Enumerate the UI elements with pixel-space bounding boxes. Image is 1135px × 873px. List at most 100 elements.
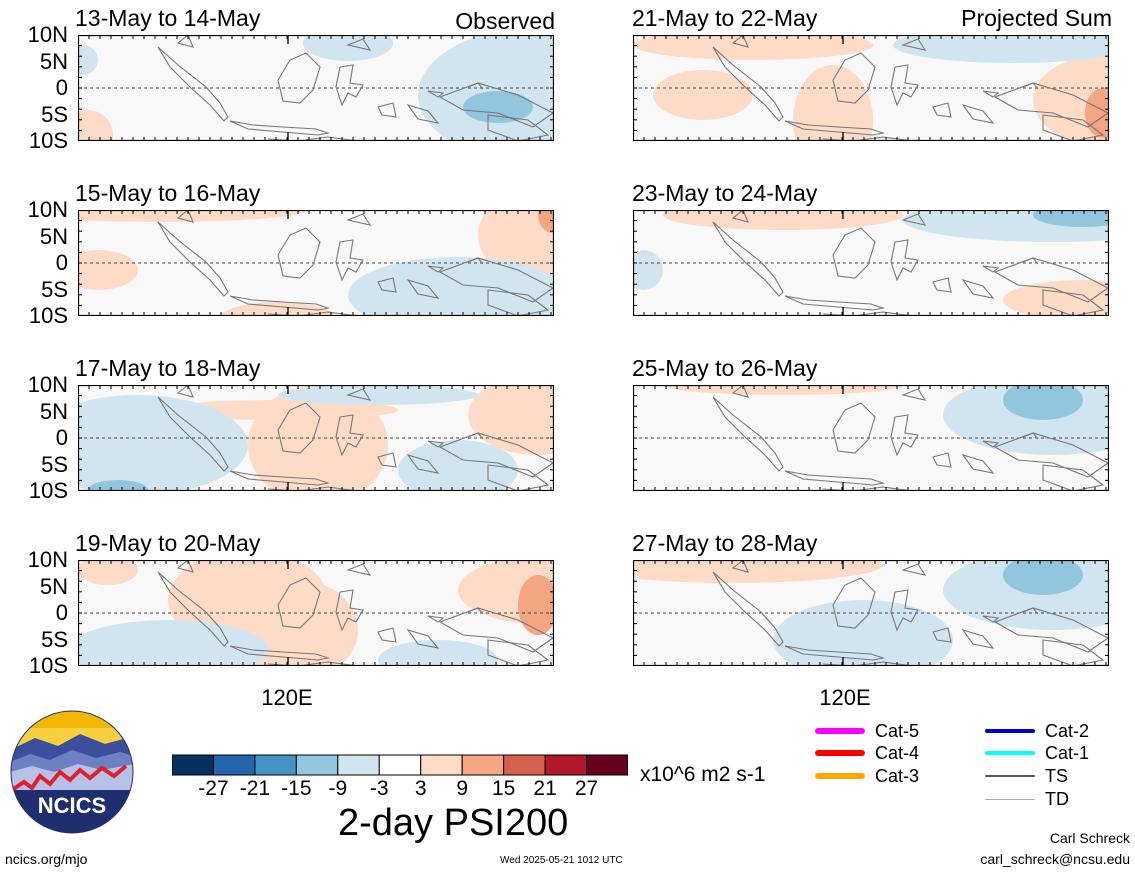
coastline bbox=[438, 432, 554, 478]
lat-label: 5S bbox=[41, 626, 68, 652]
coastline bbox=[961, 629, 995, 649]
coastline bbox=[982, 440, 1000, 448]
coastline bbox=[467, 432, 484, 440]
observed-label: Observed bbox=[455, 8, 555, 34]
coastline bbox=[1042, 114, 1105, 141]
coastline bbox=[335, 589, 364, 632]
coastline bbox=[712, 396, 784, 472]
legend-swatch bbox=[985, 798, 1035, 800]
legend-label: Cat-1 bbox=[1045, 743, 1090, 763]
coastline bbox=[712, 571, 784, 647]
lat-label: 10N bbox=[27, 372, 68, 397]
anomaly-contour bbox=[633, 560, 883, 583]
ncics-logo: NCICS bbox=[10, 710, 134, 834]
legend-label: Cat-2 bbox=[1045, 721, 1090, 741]
timestamp: Wed 2025-05-21 1012 UTC bbox=[500, 855, 623, 866]
coastline bbox=[176, 210, 194, 223]
coastline bbox=[427, 90, 445, 98]
panel-title: 13-May to 14-May bbox=[75, 5, 261, 31]
coastline bbox=[1042, 464, 1105, 491]
svg-text:NCICS: NCICS bbox=[38, 793, 106, 818]
coastline bbox=[993, 82, 1109, 128]
coastline bbox=[377, 452, 397, 468]
anomaly-contour bbox=[78, 110, 113, 141]
legend-swatch bbox=[815, 728, 865, 734]
anomaly-contour bbox=[793, 65, 873, 141]
anomaly-contour bbox=[378, 640, 498, 666]
coastline bbox=[335, 414, 364, 457]
coastline bbox=[1042, 639, 1105, 666]
coastline bbox=[932, 102, 952, 118]
lat-label: 5N bbox=[39, 48, 68, 74]
colorbar-segment bbox=[420, 754, 463, 776]
coastline bbox=[1022, 82, 1039, 90]
map-panel bbox=[633, 35, 1109, 141]
map-panel bbox=[633, 385, 1109, 491]
map-panel bbox=[78, 560, 554, 666]
colorbar bbox=[172, 754, 628, 776]
legend-label: Cat-4 bbox=[875, 743, 920, 763]
panel-title: 19-May to 20-May bbox=[75, 530, 261, 556]
coastline bbox=[427, 440, 445, 448]
lat-label: 5S bbox=[41, 276, 68, 302]
lat-label: 0 bbox=[55, 75, 68, 100]
coastline bbox=[277, 577, 321, 629]
colorbar-segment bbox=[172, 754, 214, 776]
coastline bbox=[229, 645, 331, 661]
panel-title: 17-May to 18-May bbox=[75, 355, 261, 381]
coastline bbox=[467, 82, 484, 90]
website-link[interactable]: ncics.org/mjo bbox=[5, 851, 88, 867]
panel-title: 21-May to 22-May bbox=[632, 5, 818, 31]
anomaly-contour bbox=[278, 385, 478, 405]
lat-label: 5S bbox=[41, 101, 68, 127]
coastline bbox=[890, 239, 919, 282]
colorbar-segment bbox=[503, 754, 546, 776]
anomaly-contour bbox=[78, 560, 138, 585]
coastline bbox=[467, 607, 484, 615]
coastline bbox=[427, 615, 445, 623]
coastline bbox=[890, 414, 919, 457]
lat-label: 10S bbox=[28, 478, 68, 503]
colorbar-tick-label: 15 bbox=[491, 777, 516, 800]
anomaly-contour bbox=[78, 250, 138, 290]
units-label: x10^6 m2 s-1 bbox=[640, 763, 766, 786]
anomaly-contour bbox=[238, 580, 358, 666]
coastline bbox=[1022, 607, 1039, 615]
legend-label: Cat-5 bbox=[875, 721, 920, 741]
legend-label: TD bbox=[1045, 789, 1069, 809]
coastline bbox=[731, 385, 749, 398]
coastline bbox=[157, 396, 229, 472]
anomaly-contour bbox=[633, 250, 663, 290]
coastline bbox=[932, 452, 952, 468]
lon-label-120e: 120E bbox=[261, 685, 313, 710]
map-frame bbox=[633, 210, 1109, 316]
coastline bbox=[961, 104, 995, 124]
coastline bbox=[993, 257, 1109, 303]
anomaly-contour bbox=[633, 35, 873, 60]
coastline bbox=[901, 388, 927, 401]
lat-label: 0 bbox=[55, 425, 68, 450]
colorbar-tick-label: 3 bbox=[414, 777, 427, 800]
coastline bbox=[961, 279, 995, 299]
coastline bbox=[346, 213, 372, 226]
coastline bbox=[901, 38, 927, 51]
map-frame bbox=[78, 560, 554, 666]
coastline bbox=[1022, 257, 1039, 265]
coastline bbox=[932, 277, 952, 293]
anomaly-contour bbox=[773, 600, 953, 666]
coastline bbox=[487, 464, 550, 491]
coastline bbox=[377, 627, 397, 643]
legend-swatch bbox=[815, 750, 865, 756]
map-frame bbox=[78, 210, 554, 316]
lat-label: 10S bbox=[28, 653, 68, 678]
coastline bbox=[993, 432, 1109, 478]
lat-label: 5N bbox=[39, 398, 68, 424]
coastline bbox=[176, 385, 194, 398]
panel-title: 15-May to 16-May bbox=[75, 180, 261, 206]
coastline bbox=[229, 295, 331, 311]
anomaly-contour bbox=[1003, 385, 1083, 420]
author-email[interactable]: carl_schreck@ncsu.edu bbox=[980, 851, 1130, 867]
coastline bbox=[438, 607, 554, 653]
map-panel bbox=[78, 35, 554, 141]
coastline bbox=[438, 82, 554, 128]
